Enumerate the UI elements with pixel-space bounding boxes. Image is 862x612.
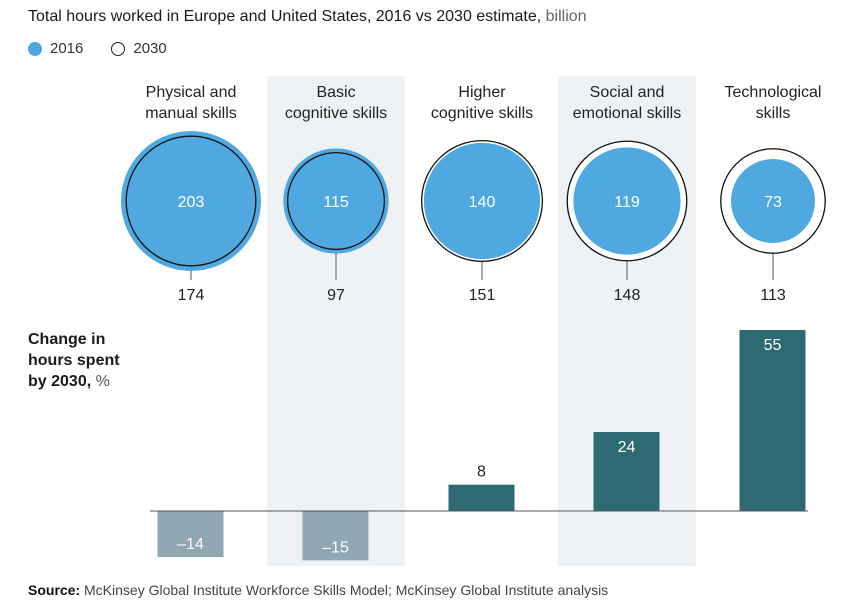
bar-value-label-4: 55: [764, 337, 782, 354]
bubble-value-2016-0: 203: [178, 194, 205, 211]
bubble-2030-1: [286, 151, 386, 251]
category-label-1-1: cognitive skills: [285, 105, 387, 122]
bubble-2030-0: [125, 135, 257, 267]
bar-2: [448, 484, 515, 511]
category-label-0-1: manual skills: [145, 105, 237, 122]
bar-1: [302, 511, 369, 561]
bubble-2016-2: [423, 142, 541, 260]
bar-3: [593, 432, 660, 511]
bar-4: [739, 330, 806, 511]
bubble-2016-4: [731, 159, 815, 243]
category-label-2-1: cognitive skills: [431, 105, 533, 122]
bar-value-label-2: 8: [477, 464, 486, 481]
bubble-2016-3: [573, 147, 681, 255]
bar-value-label-0: –14: [177, 536, 204, 553]
source-label: Source:: [28, 582, 81, 598]
bar-ylabel-line-2: by 2030, %: [28, 373, 110, 390]
bubble-2016-1: [283, 148, 389, 254]
bar-ylabel-line-1: hours spent: [28, 352, 120, 369]
chart-title: Total hours worked in Europe and United …: [28, 8, 587, 26]
legend-filled-circle-icon: [28, 41, 42, 56]
bar-value-label-1: –15: [322, 539, 349, 556]
category-label-3-1: emotional skills: [573, 105, 681, 122]
bar-ylabel-unit: %: [91, 373, 110, 390]
category-label-4-1: skills: [756, 105, 791, 122]
legend-label-2030: 2030: [133, 40, 167, 57]
bubble-value-2016-2: 140: [469, 194, 496, 211]
bubble-value-2030-4: 113: [760, 287, 786, 304]
source-note: Source: McKinsey Global Institute Workfo…: [28, 582, 608, 598]
bubble-2016-0: [121, 131, 261, 271]
bubble-value-2016-4: 73: [764, 194, 782, 211]
legend-item-2016: 2016: [28, 40, 83, 57]
category-label-3-0: Social and: [590, 84, 665, 101]
bar-ylabel-line-0: Change in: [28, 331, 105, 348]
bubble-value-2030-1: 97: [327, 287, 345, 304]
legend: 2016 2030: [28, 40, 195, 57]
category-label-4-0: Technological: [725, 84, 822, 101]
bar-value-label-3: 24: [618, 439, 636, 456]
category-label-0-0: Physical and: [146, 84, 237, 101]
category-label-1-0: Basic: [316, 84, 355, 101]
legend-label-2016: 2016: [50, 40, 84, 57]
bubble-value-2030-0: 174: [178, 287, 205, 304]
chart-title-main: Total hours worked in Europe and United …: [28, 8, 542, 25]
bubble-value-2016-1: 115: [323, 194, 349, 211]
category-label-2-0: Higher: [458, 84, 506, 101]
legend-item-2030: 2030: [111, 40, 167, 57]
bar-0: [157, 511, 224, 558]
bubble-value-2030-2: 151: [469, 287, 496, 304]
chart-title-unit: billion: [541, 8, 587, 25]
bubble-value-2016-3: 119: [614, 194, 640, 211]
bubble-value-2030-3: 148: [614, 287, 641, 304]
source-text: McKinsey Global Institute Workforce Skil…: [80, 582, 609, 598]
legend-outline-circle-icon: [111, 41, 126, 56]
